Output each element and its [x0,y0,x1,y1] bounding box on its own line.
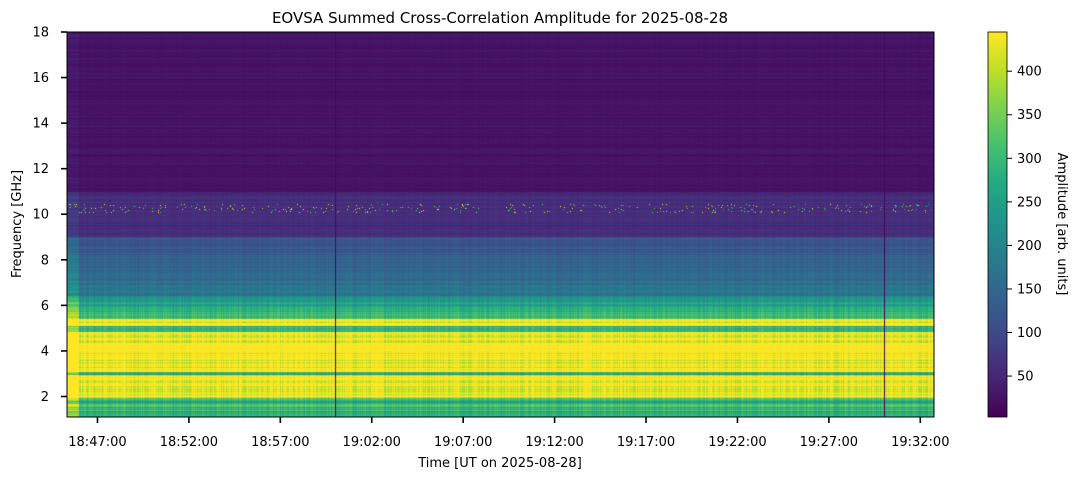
colorbar-gradient [987,31,1008,418]
colorbar-tick-label: 400 [1017,65,1042,80]
y-axis-label: Frequency [GHz] [10,170,25,278]
heatmap-image [67,32,934,417]
x-tick-label: 18:57:00 [251,435,309,450]
y-tick-label: 10 [32,208,49,223]
x-tick-label: 18:47:00 [68,435,126,450]
colorbar-tick-label: 300 [1017,152,1042,167]
x-tick-label: 19:17:00 [617,435,675,450]
colorbar-tick-label: 250 [1017,195,1042,210]
y-tick-label: 6 [41,299,49,314]
y-tick-label: 18 [32,26,49,41]
x-tick-label: 19:32:00 [891,435,949,450]
y-tick-label: 4 [41,344,49,359]
x-tick-label: 19:22:00 [708,435,766,450]
y-tick-label: 16 [32,71,49,86]
colorbar-ticks: 50 100 150 200 250 300 350 400 [1007,65,1042,385]
y-tick-label: 2 [41,390,49,405]
colorbar-tick-label: 350 [1017,108,1042,123]
plot-frame [66,31,935,418]
colorbar-tick-label: 100 [1017,326,1042,341]
x-tick-label: 19:02:00 [343,435,401,450]
colorbar: 50 100 150 200 250 300 350 400 Amplitude [arb. … [987,31,1069,418]
x-tick-label: 19:12:00 [525,435,583,450]
chart-title: EOVSA Summed Cross-Correlation Amplitude… [272,9,728,27]
x-axis-label: Time [UT on 2025-08-28] [417,456,582,471]
colorbar-label: Amplitude [arb. units] [1054,153,1069,296]
y-axis: 2 4 6 8 10 12 14 16 18 [32,26,67,405]
x-axis: 18:47:00 18:52:00 18:57:00 19:02:00 19:07:00… [68,417,949,450]
y-tick-label: 14 [32,117,49,132]
heatmap-area [66,31,935,418]
x-tick-label: 19:07:00 [434,435,492,450]
colorbar-tick-label: 50 [1017,370,1034,385]
x-tick-label: 18:52:00 [160,435,218,450]
colorbar-tick-label: 200 [1017,239,1042,254]
x-tick-label: 19:27:00 [800,435,858,450]
colorbar-tick-label: 150 [1017,282,1042,297]
y-tick-label: 8 [41,253,49,268]
y-tick-label: 12 [32,162,49,177]
